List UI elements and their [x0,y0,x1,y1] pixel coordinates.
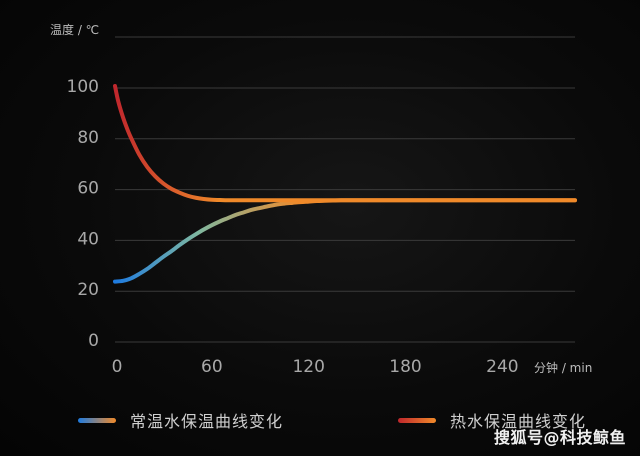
legend-swatch-normal-water [78,417,116,423]
y-tick-label-80: 80 [77,128,99,148]
y-tick-label-0: 0 [88,331,99,351]
y-tick-label-20: 20 [77,280,99,300]
watermark: 搜狐号@科技鲸鱼 [493,428,626,447]
y-tick-label-60: 60 [77,179,99,199]
normal-water-curve [113,198,577,284]
tick-labels: 0 20 40 60 80 100 0 60 120 180 240 [67,77,519,377]
grid-lines [115,36,575,343]
series-lines [113,84,577,284]
x-tick-label-120: 120 [292,357,324,377]
legend-label-hot-water: 热水保温曲线变化 [450,412,587,431]
x-tick-label-60: 60 [201,357,223,377]
x-tick-label-0: 0 [112,357,123,377]
x-tick-label-180: 180 [389,357,421,377]
legend-swatch-hot-water [398,417,436,423]
y-axis-label: 温度 / ℃ [50,22,99,37]
x-axis-label: 分钟 / min [534,360,592,375]
hot-water-curve [113,84,577,203]
legend-label-normal-water: 常温水保温曲线变化 [130,412,284,431]
legend-item-hot-water: 热水保温曲线变化 [398,408,586,432]
x-tick-label-240: 240 [486,357,518,377]
legend-item-normal-water: 常温水保温曲线变化 [78,408,283,432]
y-tick-label-100: 100 [67,77,99,97]
y-tick-label-40: 40 [77,229,99,249]
